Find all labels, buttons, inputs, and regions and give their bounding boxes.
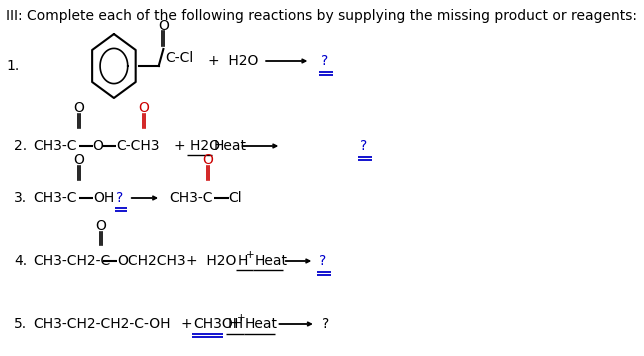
Text: Cl: Cl [229,191,242,205]
Text: CH3-CH2-C: CH3-CH2-C [33,254,110,268]
Text: O: O [138,101,149,115]
Text: 3.: 3. [14,191,27,205]
Text: III: Complete each of the following reactions by supplying the missing product o: III: Complete each of the following reac… [6,9,638,23]
Text: O: O [73,153,84,167]
Text: Heat: Heat [214,139,247,153]
Text: OH: OH [93,191,115,205]
Text: C-CH3: C-CH3 [117,139,160,153]
Text: 4.: 4. [14,254,27,268]
Text: 2.: 2. [14,139,27,153]
Text: H: H [228,317,238,331]
Text: 1.: 1. [6,59,19,73]
Text: Heat: Heat [254,254,287,268]
Text: ?: ? [117,191,124,205]
Text: +  H2O: + H2O [208,54,258,68]
Text: +: + [181,317,193,331]
Text: CH3-C: CH3-C [33,139,77,153]
Text: CH3-C: CH3-C [169,191,213,205]
Text: O: O [95,219,106,233]
Text: OCH2CH3: OCH2CH3 [117,254,185,268]
Text: O: O [73,101,84,115]
Text: ?: ? [319,254,327,268]
Text: O: O [203,153,214,167]
Text: +  H2O: + H2O [186,254,236,268]
Text: ?: ? [360,139,367,153]
Text: 5.: 5. [14,317,27,331]
Text: C-Cl: C-Cl [165,51,193,65]
Text: ?: ? [321,54,328,68]
Text: ?: ? [322,317,329,331]
Text: H: H [237,254,247,268]
Text: +: + [236,313,245,323]
Text: CH3OH: CH3OH [193,317,243,331]
Text: Heat: Heat [245,317,278,331]
Text: + H2O: + H2O [175,139,220,153]
Text: O: O [158,19,169,33]
Text: +: + [246,250,254,260]
Text: CH3-CH2-CH2-C-OH: CH3-CH2-CH2-C-OH [33,317,171,331]
Text: CH3-C: CH3-C [33,191,77,205]
Text: O: O [93,139,104,153]
